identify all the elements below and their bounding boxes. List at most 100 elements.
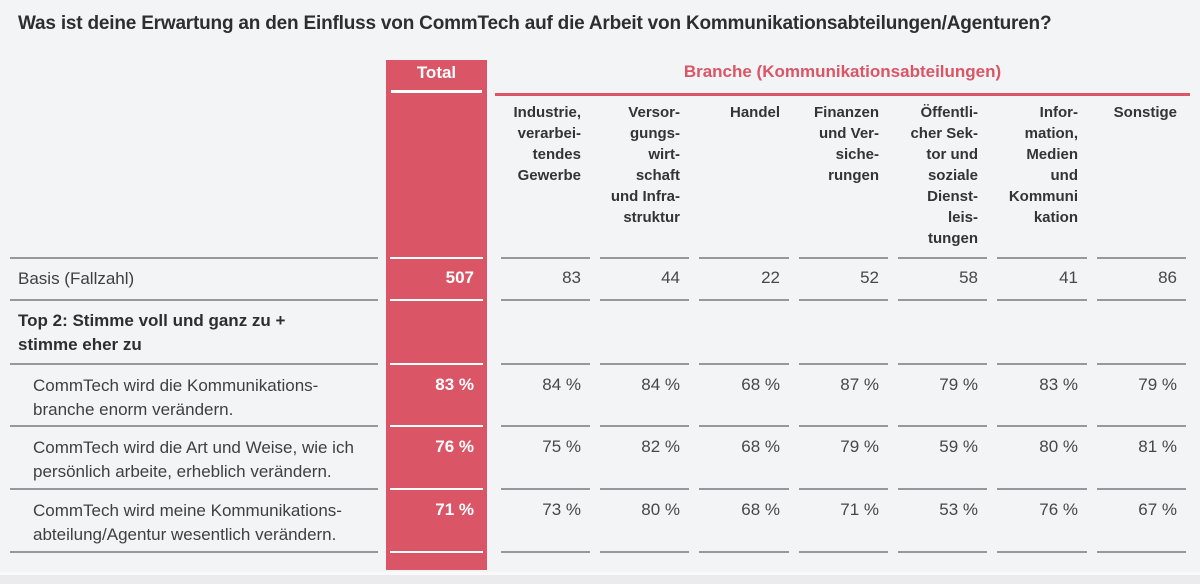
row-separator bbox=[699, 551, 789, 553]
row-separator bbox=[799, 363, 888, 365]
row-separator bbox=[799, 299, 888, 301]
basis-value: 86 bbox=[1158, 268, 1177, 287]
row-separator bbox=[699, 488, 789, 490]
row-label-statement-3: CommTech wird meine Kommunikations- abte… bbox=[33, 501, 342, 544]
row-separator bbox=[898, 257, 987, 259]
statement-3-value: 68 % bbox=[741, 500, 780, 519]
total-header-underline bbox=[391, 90, 482, 93]
statement-1-total-value: 83 % bbox=[435, 375, 474, 394]
row-separator bbox=[10, 363, 378, 365]
basis-total-value: 507 bbox=[445, 268, 474, 287]
statement-2-value: 82 % bbox=[641, 437, 680, 456]
row-separator bbox=[699, 363, 789, 365]
column-header-handel: Handel bbox=[729, 104, 780, 121]
survey-question-title: Was ist deine Erwartung an den Einfluss … bbox=[18, 13, 1052, 34]
row-separator-total bbox=[390, 299, 483, 301]
row-separator bbox=[699, 257, 789, 259]
row-separator bbox=[501, 363, 590, 365]
row-separator bbox=[898, 488, 987, 490]
row-separator bbox=[600, 425, 689, 427]
row-separator bbox=[799, 257, 888, 259]
statement-2-value: 79 % bbox=[840, 437, 879, 456]
row-separator bbox=[10, 257, 378, 259]
statement-1-value: 68 % bbox=[741, 375, 780, 394]
statement-1-value: 84 % bbox=[641, 375, 680, 394]
row-separator bbox=[501, 257, 590, 259]
row-separator bbox=[1097, 425, 1186, 427]
statement-2-value: 80 % bbox=[1039, 437, 1078, 456]
row-separator bbox=[1097, 551, 1186, 553]
row-separator bbox=[1097, 299, 1186, 301]
statement-2-value: 75 % bbox=[542, 437, 581, 456]
column-header-oeffentlicher-sektor: Öffentli- cher Sek- tor und soziale Dien… bbox=[910, 104, 978, 247]
statement-2-value: 81 % bbox=[1138, 437, 1177, 456]
row-separator bbox=[997, 257, 1087, 259]
basis-value: 41 bbox=[1059, 268, 1078, 287]
row-separator bbox=[600, 299, 689, 301]
row-separator bbox=[501, 488, 590, 490]
bottom-hairline bbox=[0, 572, 1200, 575]
statement-1-value: 79 % bbox=[1138, 375, 1177, 394]
statement-1-value: 84 % bbox=[542, 375, 581, 394]
row-separator bbox=[501, 299, 590, 301]
column-header-information-medien: Infor- mation, Medien und Kommuni kation bbox=[1008, 104, 1078, 226]
statement-2-total-value: 76 % bbox=[435, 437, 474, 456]
row-separator bbox=[501, 551, 590, 553]
bottom-strip bbox=[0, 575, 1200, 584]
row-separator bbox=[997, 363, 1087, 365]
row-label-statement-2: CommTech wird die Art und Weise, wie ich… bbox=[33, 438, 354, 481]
row-separator bbox=[600, 488, 689, 490]
column-header-sonstige: Sonstige bbox=[1113, 104, 1177, 121]
statement-3-value: 80 % bbox=[641, 500, 680, 519]
row-separator-total bbox=[390, 551, 483, 553]
basis-value: 52 bbox=[860, 268, 879, 287]
statement-3-value: 71 % bbox=[840, 500, 879, 519]
branch-group-header: Branche (Kommunikationsabteilungen) bbox=[683, 62, 1002, 81]
statement-3-value: 67 % bbox=[1138, 500, 1177, 519]
row-separator bbox=[997, 299, 1087, 301]
column-header-industrie: Industrie, verarbei- tendes Gewerbe bbox=[513, 104, 581, 184]
row-separator bbox=[10, 299, 378, 301]
row-separator-total bbox=[390, 425, 483, 427]
basis-value: 22 bbox=[761, 268, 780, 287]
row-separator-total bbox=[390, 488, 483, 490]
row-separator bbox=[600, 551, 689, 553]
row-separator bbox=[997, 488, 1087, 490]
row-separator bbox=[10, 488, 378, 490]
statement-3-value: 76 % bbox=[1039, 500, 1078, 519]
statement-3-value: 53 % bbox=[939, 500, 978, 519]
row-separator bbox=[10, 425, 378, 427]
row-separator bbox=[898, 299, 987, 301]
row-separator bbox=[799, 488, 888, 490]
row-separator bbox=[1097, 363, 1186, 365]
row-separator bbox=[799, 551, 888, 553]
row-separator-total bbox=[390, 257, 483, 259]
row-label-basis: Basis (Fallzahl) bbox=[18, 269, 135, 288]
section-label-top2: Top 2: Stimme voll und ganz zu + stimme … bbox=[18, 311, 286, 354]
row-separator bbox=[501, 425, 590, 427]
column-header-finanzen: Finanzen und Ver- siche- rungen bbox=[813, 104, 879, 184]
branch-group-underline bbox=[495, 93, 1190, 96]
row-separator bbox=[1097, 257, 1186, 259]
row-separator bbox=[1097, 488, 1186, 490]
row-separator bbox=[699, 425, 789, 427]
row-separator bbox=[997, 551, 1087, 553]
row-separator bbox=[600, 363, 689, 365]
row-separator bbox=[898, 551, 987, 553]
row-separator bbox=[997, 425, 1087, 427]
row-separator bbox=[898, 363, 987, 365]
basis-value: 58 bbox=[959, 268, 978, 287]
basis-value: 83 bbox=[562, 268, 581, 287]
row-separator-total bbox=[390, 363, 483, 365]
basis-value: 44 bbox=[661, 268, 680, 287]
statement-1-value: 83 % bbox=[1039, 375, 1078, 394]
total-column-band bbox=[386, 60, 487, 570]
statement-2-value: 68 % bbox=[741, 437, 780, 456]
statement-1-value: 79 % bbox=[939, 375, 978, 394]
row-separator bbox=[699, 299, 789, 301]
total-column-header: Total bbox=[416, 63, 457, 82]
row-separator bbox=[898, 425, 987, 427]
row-separator bbox=[600, 257, 689, 259]
statement-2-value: 59 % bbox=[939, 437, 978, 456]
